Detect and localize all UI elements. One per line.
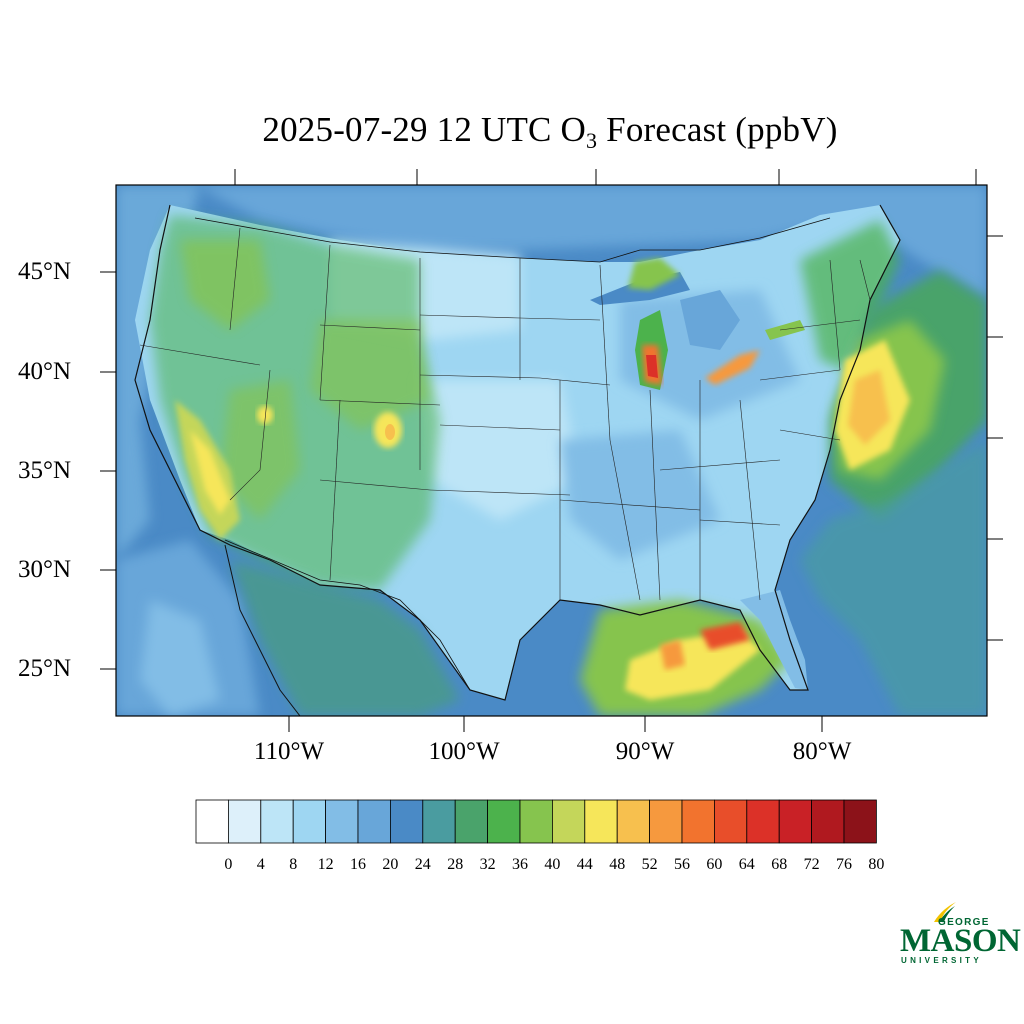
colorbar-swatch [778, 799, 813, 844]
colorbar-tick-label: 52 [641, 856, 658, 873]
colorbar-swatch [649, 799, 683, 844]
lat-label-40n: 40°N [18, 358, 72, 385]
colorado-hotspot-core [385, 424, 395, 440]
us-coastline [134, 204, 901, 701]
colorbar-tick-label: 36 [512, 856, 528, 873]
colorbar-tick-label: 12 [317, 856, 334, 873]
colorbar-tick-label: 40 [544, 856, 561, 873]
pacific-band [116, 185, 200, 560]
top-ticks [234, 169, 977, 185]
lat-label-45n: 45°N [18, 258, 72, 285]
colorbar-tick-label: 60 [706, 856, 723, 873]
colorbar-tick-label: 48 [609, 856, 626, 873]
left-ticks [100, 271, 116, 670]
lon-label-90w: 90°W [615, 738, 675, 765]
colorbar-tick-label: 72 [803, 856, 820, 873]
lake-ontario [765, 320, 805, 340]
colorbar-tick-label: 32 [479, 856, 496, 873]
map-title: 2025-07-29 12 UTC O3 Forecast (ppbV) [0, 110, 1024, 154]
colorbar-tick-label: 64 [738, 856, 755, 873]
colorbar-swatch [519, 799, 553, 844]
colorbar-swatch [552, 799, 586, 844]
atlantic-teal-band [800, 440, 987, 716]
colorbar-swatch [681, 799, 715, 844]
gmu-logo: GEORGE MASON UNIVERSITY [898, 898, 1021, 968]
colorbar-swatch [422, 799, 456, 844]
gulf-hotspot-east [700, 622, 750, 650]
florida [740, 590, 808, 690]
gmu-logo-swoosh [934, 902, 956, 922]
ozone-field [116, 185, 987, 716]
title-subscript: 3 [586, 128, 598, 153]
colorbar-swatch [584, 799, 618, 844]
land-shade-south-central [560, 430, 720, 560]
logo-line-university: UNIVERSITY [901, 956, 983, 965]
state-boundaries [139, 227, 871, 601]
mexico-green-patch [230, 560, 460, 716]
colorbar-swatch [227, 799, 262, 844]
colorbar-tick-label: 0 [224, 856, 233, 873]
colorbar-tick-label: 56 [674, 856, 690, 873]
colorbar-tick-label: 4 [256, 856, 265, 873]
colorbar-swatch [389, 799, 424, 844]
mexico-border [224, 539, 471, 691]
lake-erie-hotspot [705, 350, 760, 385]
colorbar-tick-label: 76 [836, 856, 852, 873]
lon-label-80w: 80°W [792, 738, 852, 765]
great-basin-patch [220, 380, 300, 520]
colorbar [195, 799, 877, 844]
colorbar-tick-label: 8 [289, 856, 298, 873]
plot-frame [115, 184, 988, 717]
canada-border [194, 217, 831, 263]
colorbar-swatch [357, 799, 391, 844]
title-suffix: Forecast (ppbV) [597, 110, 838, 149]
canada-region [195, 185, 987, 300]
colorbar-swatch [454, 799, 489, 844]
colorbar-tick-label: 24 [414, 856, 431, 873]
colorbar-swatch [714, 799, 748, 844]
logo-line-george: GEORGE [938, 917, 990, 928]
colorbar-tick-label: 44 [576, 856, 593, 873]
colorbar-tick-label: 16 [350, 856, 366, 873]
colorbar-tick-label: 20 [382, 856, 399, 873]
land-shade-central-plains [420, 380, 580, 520]
colorbar-swatch [811, 799, 845, 844]
colorbar-swatch [487, 799, 521, 844]
colorbar-swatch [746, 799, 780, 844]
lake-superior-green [628, 258, 680, 290]
mexico-pacific-coast [224, 544, 301, 716]
colorbar-tick-label: 28 [447, 856, 464, 873]
california-hotspot-core [190, 430, 230, 515]
bottom-ticks [288, 716, 823, 732]
northeast-green-strip [800, 220, 900, 370]
lat-label-25n: 25°N [18, 655, 72, 682]
atlantic-plume-core [848, 370, 890, 445]
colorbar-swatch [325, 799, 359, 844]
colorbar-swatch [260, 799, 294, 844]
nevada-spot [257, 406, 273, 424]
logo-line-mason: MASON [900, 923, 1021, 959]
colorbar-tick-label: 68 [771, 856, 788, 873]
colorbar-tick-label: 80 [868, 856, 885, 873]
colorbar-swatch [195, 799, 229, 844]
colorbar-swatch [843, 799, 877, 844]
colorbar-swatch [616, 799, 651, 844]
pacific-northwest-patch [180, 240, 270, 330]
lon-label-110w: 110°W [253, 738, 325, 765]
lat-label-30n: 30°N [18, 556, 72, 583]
title-prefix: 2025-07-29 12 UTC O [262, 110, 587, 149]
land-shade-midwest [620, 290, 800, 420]
lon-label-100w: 100°W [428, 738, 500, 765]
gulf-plume-inner [625, 630, 760, 700]
lake-michigan-hotspot-core [646, 355, 658, 378]
lake-huron [680, 290, 740, 350]
right-ticks [987, 235, 1003, 641]
colorbar-swatch [292, 799, 327, 844]
gulf-hotspot-west [660, 640, 685, 670]
lat-label-35n: 35°N [18, 457, 72, 484]
pacific-light-patch [140, 600, 220, 716]
